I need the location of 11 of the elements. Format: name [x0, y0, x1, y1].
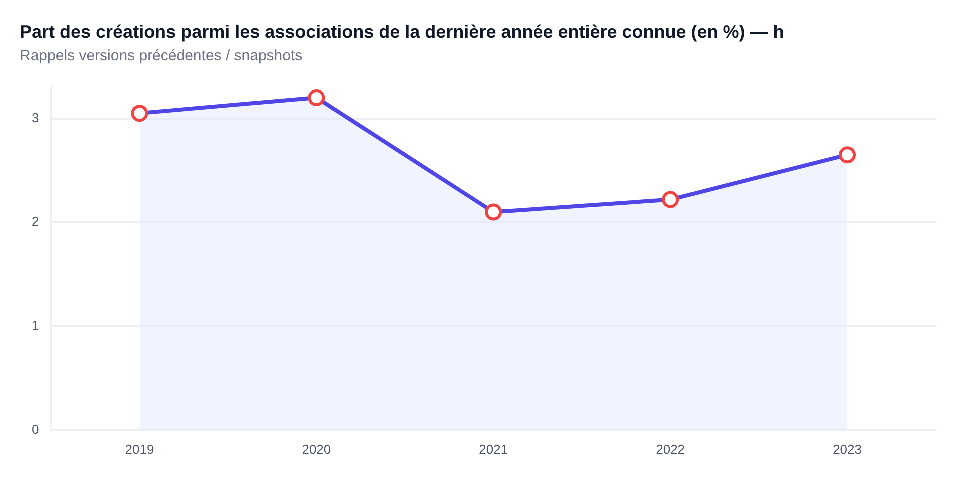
chart-subtitle: Rappels versions précédentes / snapshots [20, 48, 303, 65]
y-tick-label: 2 [32, 214, 40, 230]
x-tick-label: 2023 [833, 442, 862, 457]
y-tick-label: 1 [32, 318, 40, 334]
x-tick-label: 2019 [125, 442, 154, 457]
chart-title: Part des créations parmi les associations de la dernière année entière connue (en %) — h [20, 22, 784, 42]
x-tick-label: 2022 [656, 442, 686, 457]
x-tick-label: 2021 [479, 442, 508, 457]
y-tick-label: 0 [32, 422, 40, 437]
y-tick-label: 3 [32, 110, 40, 126]
x-tick-label: 2020 [302, 442, 332, 457]
